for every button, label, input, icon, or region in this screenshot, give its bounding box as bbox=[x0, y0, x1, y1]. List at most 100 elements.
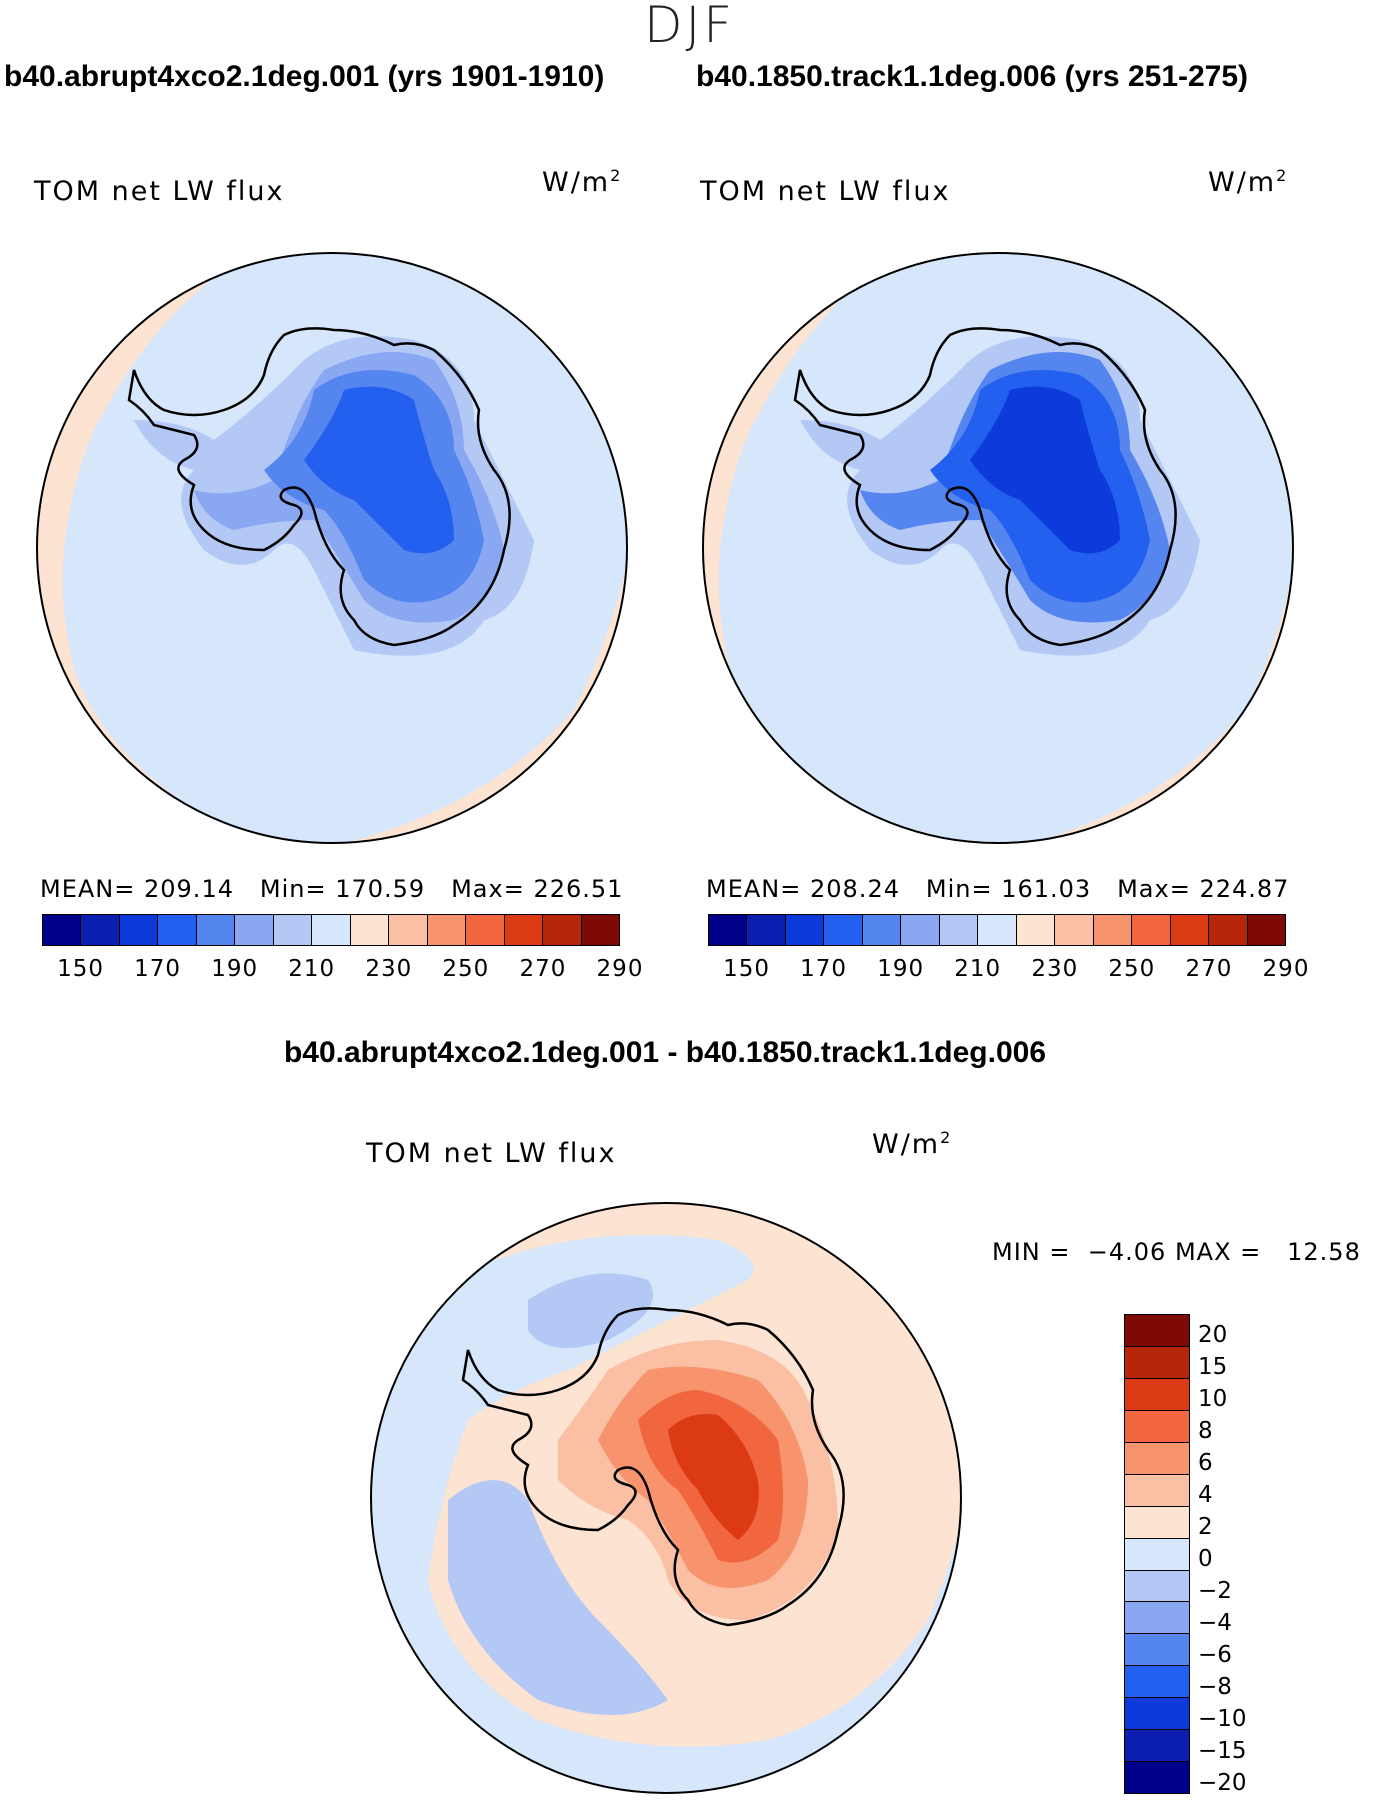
colorbar-box bbox=[1125, 1378, 1189, 1411]
colorbar-box bbox=[785, 915, 825, 945]
difference-variable-label: TOM net LW flux bbox=[366, 1138, 617, 1169]
colorbar-box bbox=[1125, 1762, 1189, 1794]
antarctica-coastline bbox=[461, 1307, 845, 1627]
ocean-negative-region bbox=[371, 1203, 961, 1793]
ocean-negative-region-3 bbox=[528, 1273, 653, 1348]
colorbar-box bbox=[1125, 1570, 1189, 1603]
left-panel-case-title: b40.abrupt4xco2.1deg.001 (yrs 1901-1910) bbox=[4, 60, 605, 93]
colorbar-tick-label: −4 bbox=[1198, 1610, 1232, 1636]
colorbar-tick-label: 170 bbox=[134, 956, 182, 982]
right-panel-units: W/m2 bbox=[1208, 166, 1289, 198]
colorbar-box bbox=[1247, 915, 1286, 945]
antarctica-coastline bbox=[793, 327, 1177, 647]
colorbar-box bbox=[1125, 1698, 1189, 1731]
colorbar-tick-label: 270 bbox=[519, 956, 567, 982]
colorbar-tick-label: 250 bbox=[442, 956, 490, 982]
colorbar-box bbox=[1125, 1506, 1189, 1539]
colorbar-box bbox=[1125, 1474, 1189, 1507]
left-polar-map bbox=[36, 252, 628, 844]
colorbar-box bbox=[1125, 1666, 1189, 1699]
colorbar-box bbox=[81, 915, 120, 945]
colorbar-tick-label: −2 bbox=[1198, 1578, 1232, 1604]
map-boundary-circle bbox=[702, 252, 1294, 844]
left-panel-variable-label: TOM net LW flux bbox=[34, 176, 285, 207]
colorbar-box bbox=[427, 915, 467, 945]
difference-colorbar bbox=[1124, 1314, 1190, 1794]
outer-ring-band bbox=[703, 253, 920, 843]
colorbar-box bbox=[312, 915, 351, 945]
colorbar-box bbox=[581, 915, 620, 945]
left-panel-colorbar bbox=[42, 914, 620, 946]
colorbar-box bbox=[747, 915, 786, 945]
antarctica-land-160 bbox=[970, 386, 1120, 554]
colorbar-box bbox=[1125, 1442, 1189, 1475]
colorbar-box bbox=[235, 915, 274, 945]
left-panel-units: W/m2 bbox=[542, 166, 623, 198]
colorbar-tick-label: 190 bbox=[211, 956, 259, 982]
colorbar-box bbox=[978, 915, 1017, 945]
colorbar-tick-label: 150 bbox=[723, 956, 770, 982]
colorbar-box bbox=[466, 915, 505, 945]
colorbar-box bbox=[43, 915, 82, 945]
colorbar-tick-label: 8 bbox=[1198, 1418, 1213, 1444]
colorbar-tick-label: −15 bbox=[1198, 1738, 1247, 1764]
difference-min-max: MIN = −4.06 MAX = 12.58 bbox=[992, 1238, 1361, 1266]
colorbar-box bbox=[1125, 1315, 1189, 1347]
colorbar-tick-label: 15 bbox=[1198, 1354, 1228, 1380]
colorbar-tick-label: 10 bbox=[1198, 1386, 1228, 1412]
colorbar-box bbox=[1125, 1538, 1189, 1571]
colorbar-box bbox=[1055, 915, 1094, 945]
right-panel-colorbar bbox=[708, 914, 1286, 946]
colorbar-tick-label: −10 bbox=[1198, 1706, 1247, 1732]
colorbar-tick-label: −8 bbox=[1198, 1674, 1232, 1700]
colorbar-tick-label: 290 bbox=[596, 956, 644, 982]
map-boundary-circle bbox=[36, 252, 628, 844]
colorbar-box bbox=[901, 915, 940, 945]
map-boundary-circle bbox=[370, 1202, 962, 1794]
colorbar-box bbox=[273, 915, 313, 945]
colorbar-box bbox=[1125, 1602, 1189, 1635]
colorbar-box bbox=[1125, 1634, 1189, 1667]
colorbar-tick-label: 210 bbox=[954, 956, 1002, 982]
colorbar-box bbox=[1132, 915, 1171, 945]
colorbar-box bbox=[1125, 1410, 1189, 1443]
colorbar-tick-label: 270 bbox=[1185, 956, 1233, 982]
antarctica-land-170 bbox=[304, 386, 454, 554]
difference-polar-map bbox=[370, 1202, 962, 1794]
colorbar-box bbox=[939, 915, 979, 945]
difference-title: b40.abrupt4xco2.1deg.001 - b40.1850.trac… bbox=[283, 1036, 1047, 1069]
colorbar-tick-label: 20 bbox=[1198, 1322, 1228, 1348]
colorbar-box bbox=[196, 915, 236, 945]
colorbar-box bbox=[1016, 915, 1056, 945]
colorbar-tick-label: 210 bbox=[288, 956, 336, 982]
season-title: DJF bbox=[643, 0, 735, 54]
colorbar-tick-label: 2 bbox=[1198, 1514, 1213, 1540]
right-panel-variable-label: TOM net LW flux bbox=[700, 176, 951, 207]
colorbar-box bbox=[119, 915, 159, 945]
colorbar-box bbox=[1093, 915, 1133, 945]
antarctica-coastline bbox=[127, 327, 511, 647]
colorbar-box bbox=[543, 915, 582, 945]
colorbar-tick-label: 230 bbox=[1031, 956, 1079, 982]
right-panel-case-title: b40.1850.track1.1deg.006 (yrs 251-275) bbox=[696, 60, 1249, 93]
colorbar-box bbox=[1209, 915, 1248, 945]
colorbar-tick-label: −20 bbox=[1198, 1770, 1247, 1796]
colorbar-box bbox=[1125, 1346, 1189, 1379]
colorbar-tick-label: 0 bbox=[1198, 1546, 1213, 1572]
colorbar-tick-label: 170 bbox=[800, 956, 848, 982]
colorbar-box bbox=[709, 915, 748, 945]
colorbar-tick-label: 4 bbox=[1198, 1482, 1213, 1508]
ocean-negative-region-2 bbox=[448, 1480, 668, 1715]
left-panel-stats: MEAN= 209.14 Min= 170.59 Max= 226.51 bbox=[40, 875, 624, 903]
colorbar-box bbox=[504, 915, 544, 945]
colorbar-tick-label: 150 bbox=[57, 956, 104, 982]
colorbar-tick-label: 290 bbox=[1262, 956, 1310, 982]
colorbar-box bbox=[862, 915, 902, 945]
colorbar-tick-label: 230 bbox=[365, 956, 413, 982]
colorbar-box bbox=[1170, 915, 1210, 945]
colorbar-box bbox=[1125, 1730, 1189, 1763]
colorbar-tick-label: 250 bbox=[1108, 956, 1156, 982]
colorbar-box bbox=[350, 915, 390, 945]
land-positive-8 bbox=[668, 1414, 759, 1540]
difference-units: W/m2 bbox=[872, 1128, 953, 1160]
